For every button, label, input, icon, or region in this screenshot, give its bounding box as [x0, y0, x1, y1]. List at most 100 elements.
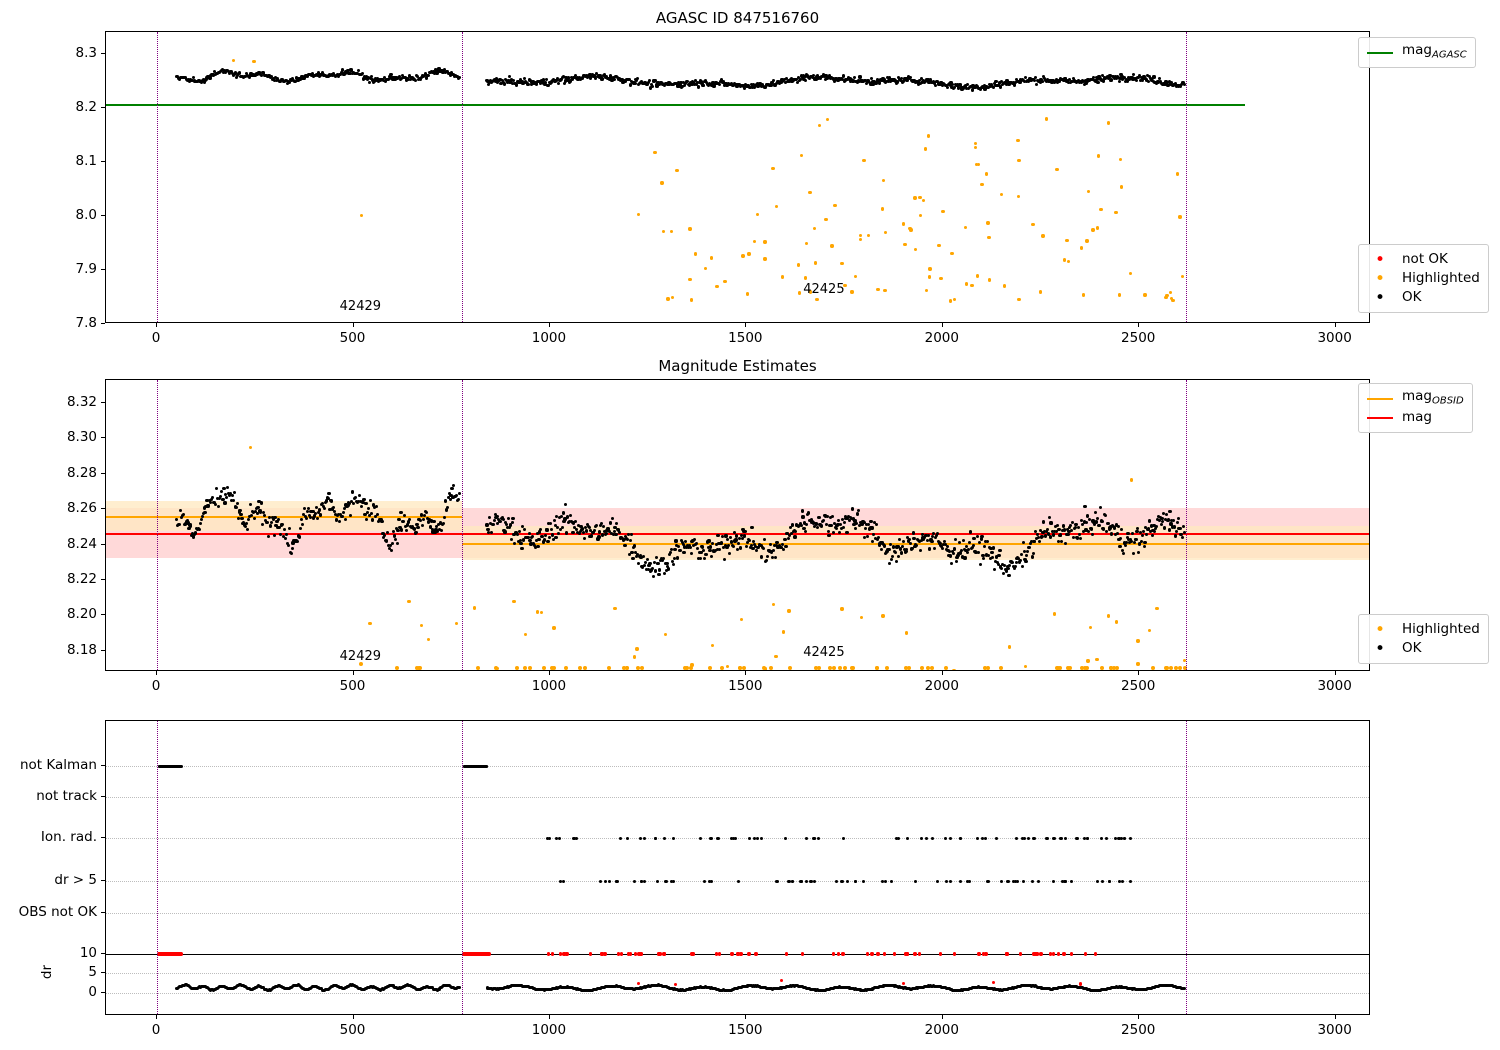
ok-point — [557, 516, 562, 520]
ok-point — [1100, 78, 1104, 82]
highlighted-clipped-marker — [395, 665, 400, 670]
ok-point — [676, 556, 680, 560]
ok-point — [1018, 560, 1022, 564]
dr-clipped-marker — [1039, 952, 1043, 956]
y-tick-mark — [101, 160, 105, 162]
panel-flags-and-dr: not Kalman not track Ion. rad. dr > 5 OBS no… — [0, 700, 1500, 1050]
ok-point — [437, 66, 441, 71]
ok-point — [322, 506, 326, 510]
highlighted-point — [964, 282, 969, 286]
ok-point — [1104, 514, 1108, 518]
legend-label-ok: OK — [1402, 289, 1422, 305]
ok-point — [768, 549, 772, 553]
ok-point — [1169, 80, 1174, 84]
ok-point — [298, 535, 302, 539]
ok-point — [1038, 529, 1042, 533]
ok-point — [1006, 81, 1010, 85]
ok-point — [562, 519, 566, 523]
ok-point — [935, 80, 939, 84]
highlighted-point — [843, 283, 847, 287]
ok-point — [755, 82, 759, 86]
highlighted-point — [850, 290, 854, 294]
ok-point — [672, 557, 676, 561]
highlighted-clipped-marker — [925, 665, 930, 670]
legend-item-highlighted: • Highlighted — [1367, 269, 1480, 288]
ok-point — [596, 537, 600, 541]
ok-point — [971, 84, 975, 88]
ok-point — [818, 76, 823, 80]
ok-point — [971, 544, 975, 548]
flag-point — [707, 879, 711, 883]
ok-point — [720, 541, 724, 545]
ok-point — [1180, 83, 1184, 87]
highlighted-clipped-marker — [552, 665, 557, 670]
ok-point — [452, 72, 456, 76]
panel2-legend-lines[interactable]: magOBSID mag — [1358, 383, 1473, 433]
ok-point — [255, 512, 259, 516]
highlighted-point — [987, 235, 991, 240]
dr-clipped-marker — [876, 952, 880, 956]
ok-point — [827, 534, 831, 538]
highlighted-point — [860, 615, 864, 619]
ok-point — [285, 81, 289, 86]
highlighted-point — [1045, 117, 1049, 121]
ok-point — [1114, 523, 1118, 527]
ok-point — [738, 83, 742, 87]
ok-point — [1160, 516, 1164, 520]
highlighted-clipped-marker — [527, 665, 532, 670]
highlighted-clipped-marker — [359, 662, 364, 667]
ok-point — [666, 82, 670, 86]
ok-point — [1029, 539, 1033, 543]
ok-point — [385, 539, 389, 543]
panel1-legend-markers[interactable]: • not OK • Highlighted • OK — [1358, 244, 1489, 313]
ok-point — [722, 83, 726, 88]
ok-point — [988, 82, 992, 86]
highlighted-clipped-marker — [875, 665, 880, 670]
y-tick-label: 8.32 — [66, 394, 97, 410]
ok-point — [704, 552, 708, 556]
legend-label-highlighted-2: Highlighted — [1402, 621, 1480, 637]
ok-point — [247, 75, 251, 80]
ok-point — [639, 79, 643, 83]
ok-point — [1022, 549, 1026, 553]
y-tick-mark — [101, 953, 105, 954]
ok-point — [978, 87, 983, 91]
ok-point — [614, 532, 618, 537]
ok-point — [561, 75, 565, 79]
ok-point — [269, 520, 273, 525]
ok-point — [293, 79, 297, 84]
flag-point — [896, 836, 900, 840]
ok-point — [932, 531, 936, 536]
panel2-legend-markers[interactable]: • Highlighted • OK — [1358, 614, 1489, 664]
ok-point — [1034, 83, 1039, 87]
highlighted-point — [883, 288, 887, 293]
ok-point — [917, 83, 921, 87]
dr-clipped-marker — [984, 952, 988, 956]
ok-point — [489, 531, 494, 535]
ok-point — [931, 79, 936, 83]
flag-point — [1053, 836, 1057, 840]
ok-point — [626, 532, 631, 536]
ok-point — [1123, 75, 1127, 80]
ok-point — [404, 524, 408, 528]
ok-point — [880, 79, 884, 83]
ok-point — [648, 79, 652, 83]
panel3-ylabel-dr: dr — [39, 964, 55, 980]
ok-point — [816, 74, 820, 78]
x-tick-label: 1000 — [531, 678, 567, 694]
ok-point — [496, 521, 500, 526]
panel1-legend-mag-agasc[interactable]: magAGASC — [1358, 37, 1476, 68]
highlighted-point — [840, 261, 844, 266]
ok-point — [667, 567, 671, 571]
dr-clipped-marker — [179, 952, 183, 956]
flag-point — [1027, 836, 1031, 840]
ok-point — [1052, 529, 1057, 534]
ok-point — [778, 543, 782, 548]
ok-point — [762, 538, 767, 542]
x-tick-mark — [548, 1015, 550, 1019]
ok-point — [364, 74, 369, 79]
ok-point — [965, 82, 970, 87]
ok-point — [1181, 535, 1185, 539]
ok-point — [375, 77, 379, 81]
